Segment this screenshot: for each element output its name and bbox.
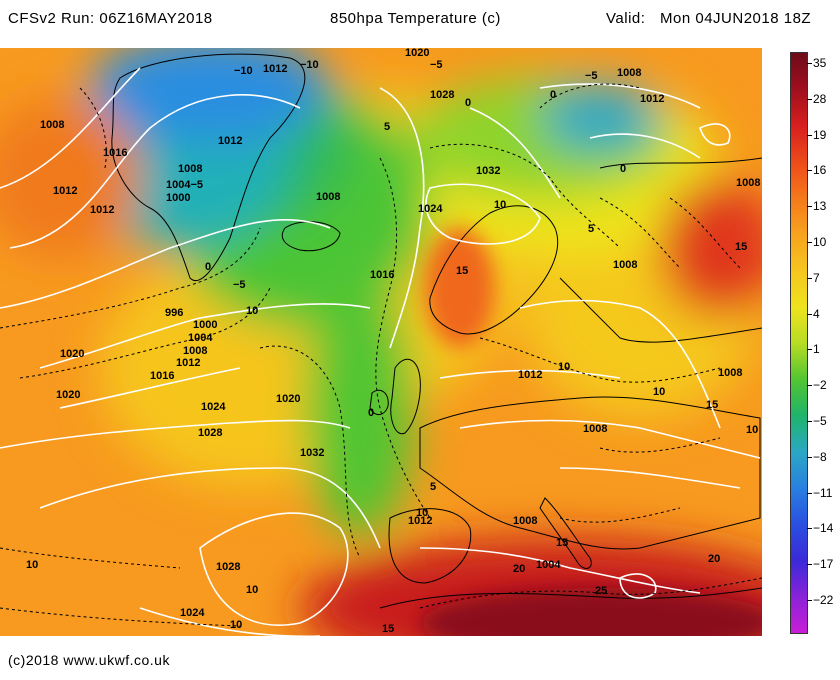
contour-label: 1008 xyxy=(316,191,340,203)
contour-label: 996 xyxy=(165,307,183,319)
contour-label: 10 xyxy=(246,305,258,317)
contour-label: 1008 xyxy=(513,515,537,527)
color-scale-tick: −22 xyxy=(806,593,834,607)
contour-label: 15 xyxy=(735,241,747,253)
contour-label: 1012 xyxy=(640,93,664,105)
color-scale-tick: −8 xyxy=(807,449,827,464)
contour-label: 0 xyxy=(550,89,556,101)
contour-label: 0 xyxy=(368,407,374,419)
contour-label: 1008 xyxy=(40,119,64,131)
color-scale-tick: 28 xyxy=(806,91,827,106)
contour-label: 1008 xyxy=(617,67,641,79)
contour-label: 1024 xyxy=(180,607,205,619)
contour-label: 1012 xyxy=(53,185,77,197)
contour-label: −5 xyxy=(430,59,443,71)
contour-label: 1032 xyxy=(476,165,500,177)
copyright-credit: (c)2018 www.ukwf.co.uk xyxy=(8,652,170,668)
contour-label: 15 xyxy=(382,623,394,635)
contour-label: 10 xyxy=(653,386,665,398)
color-scale-tick: 7 xyxy=(807,270,820,285)
contour-label: 1028 xyxy=(430,89,454,101)
contour-label: 10 xyxy=(494,199,506,211)
color-scale-tick: −11 xyxy=(806,485,833,500)
contour-label: 10 xyxy=(558,361,570,373)
temperature-map: 1020 −5 −10 1012 −10 −5 1008 1028 0 0 10… xyxy=(0,48,762,636)
color-scale-tick: −17 xyxy=(806,557,834,572)
contour-label: 20 xyxy=(708,553,720,565)
contour-label: 1016 xyxy=(370,269,394,281)
contour-label: −10 xyxy=(300,59,319,71)
contour-label: 0 xyxy=(205,261,211,273)
contour-label: 25 xyxy=(595,585,607,597)
contour-label: 5 xyxy=(588,223,594,235)
color-scale-tick: 4 xyxy=(807,306,820,321)
contour-label: 5 xyxy=(430,481,436,493)
contour-labels: 1020 −5 −10 1012 −10 −5 1008 1028 0 0 10… xyxy=(26,48,760,635)
color-scale-tick: 1 xyxy=(807,342,820,357)
contour-label: 1004 xyxy=(536,559,561,571)
contour-label: 1020 xyxy=(276,393,300,405)
contour-label: 1008 xyxy=(613,259,637,271)
contour-label: 1016 xyxy=(103,147,127,159)
contour-label: 10 xyxy=(26,559,38,571)
contour-label: 1012 xyxy=(176,357,200,369)
contour-label: 1008 xyxy=(178,163,202,175)
contour-label: 1020 xyxy=(60,348,84,360)
color-scale-tick: 10 xyxy=(806,235,827,249)
contour-label: 1012 xyxy=(218,135,242,147)
contour-label: 1028 xyxy=(216,561,240,573)
color-scale-tick: −5 xyxy=(807,414,827,428)
contour-label: 1012 xyxy=(263,63,287,75)
contour-label: 1016 xyxy=(150,370,174,382)
contour-label: 1012 xyxy=(518,369,542,381)
contour-label: 10 xyxy=(416,507,428,519)
contour-label: 1000 xyxy=(166,192,190,204)
contour-label: 1008 xyxy=(736,177,760,189)
color-scale-tick: 19 xyxy=(806,127,827,142)
contour-label: 1020 xyxy=(405,48,429,59)
valid-time: Mon 04JUN2018 18Z xyxy=(660,10,812,27)
chart-title: 850hpa Temperature (c) xyxy=(330,10,501,27)
contour-label: 15 xyxy=(456,265,468,277)
contour-label: 1004 xyxy=(188,332,213,344)
contour-label: 1024 xyxy=(201,401,226,413)
contour-label: 1020 xyxy=(56,389,80,401)
contour-label: 10 xyxy=(246,584,258,596)
run-info: CFSv2 Run: 06Z16MAY2018 xyxy=(8,10,213,27)
contour-label: 5 xyxy=(384,121,390,133)
contour-label: 1012 xyxy=(90,204,114,216)
contour-label: 15 xyxy=(556,537,568,549)
color-scale-tick: 16 xyxy=(806,163,827,178)
contour-label: 10 xyxy=(230,619,242,631)
isobars xyxy=(0,67,761,636)
temperature-contours xyxy=(0,83,762,627)
color-scale-tick: −14 xyxy=(806,521,834,536)
contour-label: 1028 xyxy=(198,427,222,439)
contour-label: −5 xyxy=(585,70,598,82)
contour-label: 0 xyxy=(465,97,471,109)
contour-label: −5 xyxy=(233,279,246,291)
contour-label: 1000 xyxy=(193,319,217,331)
color-scale-tick: 13 xyxy=(806,199,827,214)
contour-label: 1008 xyxy=(718,367,742,379)
contour-label: −10 xyxy=(234,65,253,77)
contour-label: 1032 xyxy=(300,447,324,459)
contour-label: 0 xyxy=(620,163,626,175)
temperature-color-scale xyxy=(790,52,808,634)
valid-label: Valid: xyxy=(606,10,646,27)
contour-label: 1008 xyxy=(583,423,607,435)
contour-label: 15 xyxy=(706,399,718,411)
contour-label: 1008 xyxy=(183,345,207,357)
contour-label: 1004−5 xyxy=(166,179,203,191)
contour-label: 1024 xyxy=(418,203,443,215)
color-scale-tick: −2 xyxy=(807,378,827,393)
contour-label: 10 xyxy=(746,424,758,436)
contour-label: 1012 xyxy=(408,515,432,527)
contour-label: 20 xyxy=(513,563,525,575)
color-scale-tick: 35 xyxy=(806,56,827,70)
